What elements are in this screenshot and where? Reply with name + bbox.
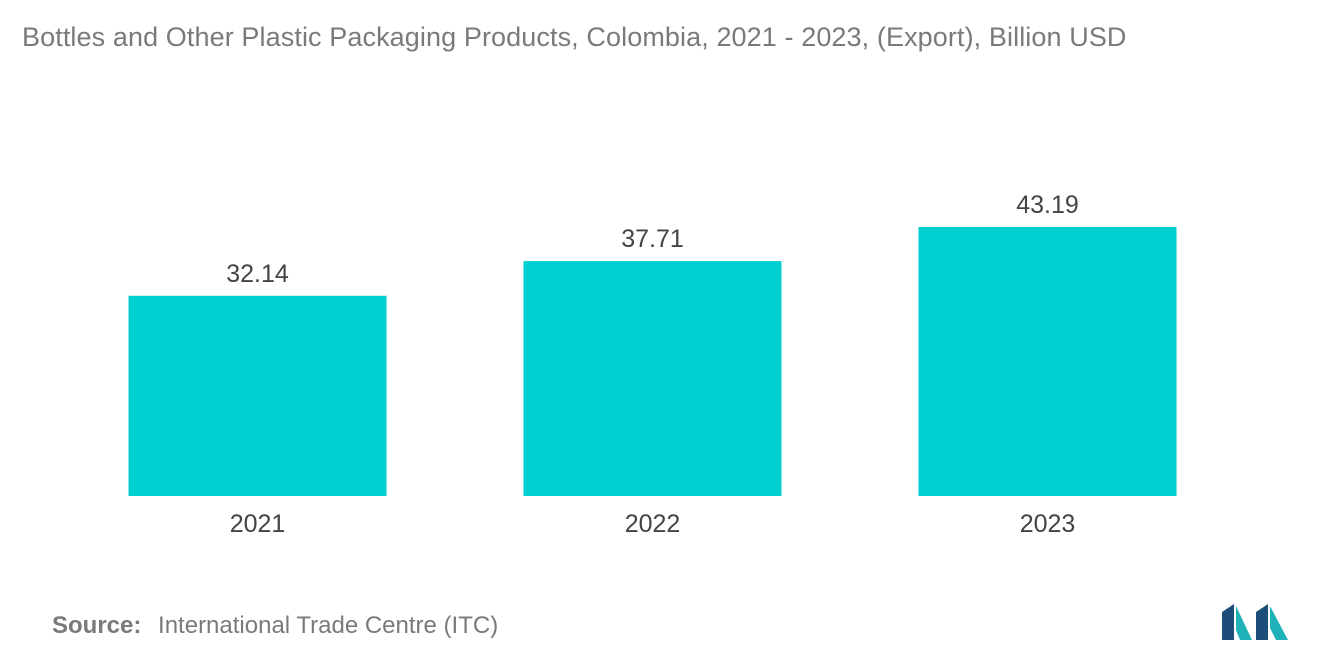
x-axis-ticks-group: 2021 2022 2023 [230,510,1076,538]
data-label-2023: 43.19 [1016,191,1079,219]
x-tick-label-2022: 2022 [625,510,681,538]
bar-2023 [918,227,1177,496]
bar-2022 [523,261,782,496]
chart-title: Bottles and Other Plastic Packaging Prod… [22,22,1127,52]
source-text: International Trade Centre (ITC) [158,612,499,639]
source-note: Source: International Trade Centre (ITC) [52,612,498,640]
x-tick-label-2023: 2023 [1020,510,1076,538]
x-tick-label-2021: 2021 [230,510,286,538]
bars-group [128,227,1177,496]
brand-logo-icon [1222,604,1288,640]
bar-2021 [128,295,387,496]
source-label: Source: [52,612,142,639]
data-label-2021: 32.14 [226,260,289,288]
data-label-2022: 37.71 [621,225,684,253]
data-labels-group: 32.14 37.71 43.19 [226,191,1079,288]
bar-chart: 32.14 37.71 43.19 2021 2022 2023 [128,191,1177,538]
